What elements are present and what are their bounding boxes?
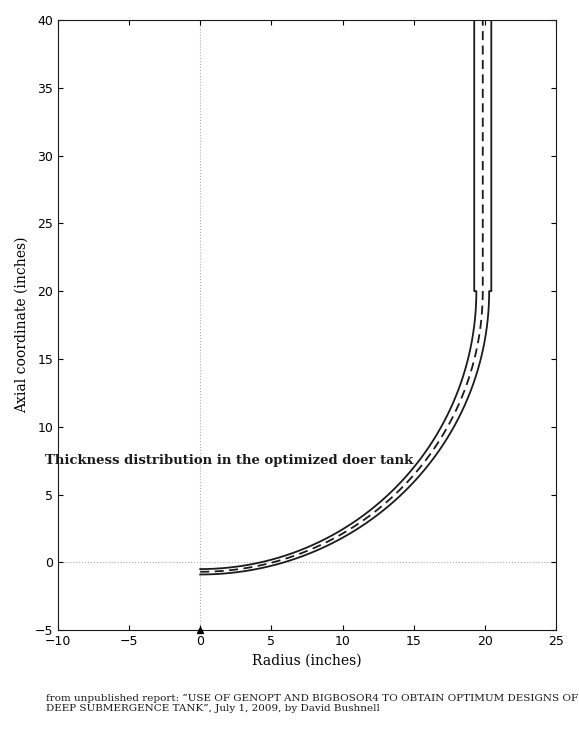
Text: from unpublished report: “USE OF GENOPT AND BIGBOSOR4 TO OBTAIN OPTIMUM DESIGNS : from unpublished report: “USE OF GENOPT … (46, 694, 579, 713)
X-axis label: Radius (inches): Radius (inches) (252, 653, 362, 668)
Y-axis label: Axial coordinate (inches): Axial coordinate (inches) (15, 237, 29, 413)
Text: Thickness distribution in the optimized doer tank: Thickness distribution in the optimized … (45, 454, 413, 467)
